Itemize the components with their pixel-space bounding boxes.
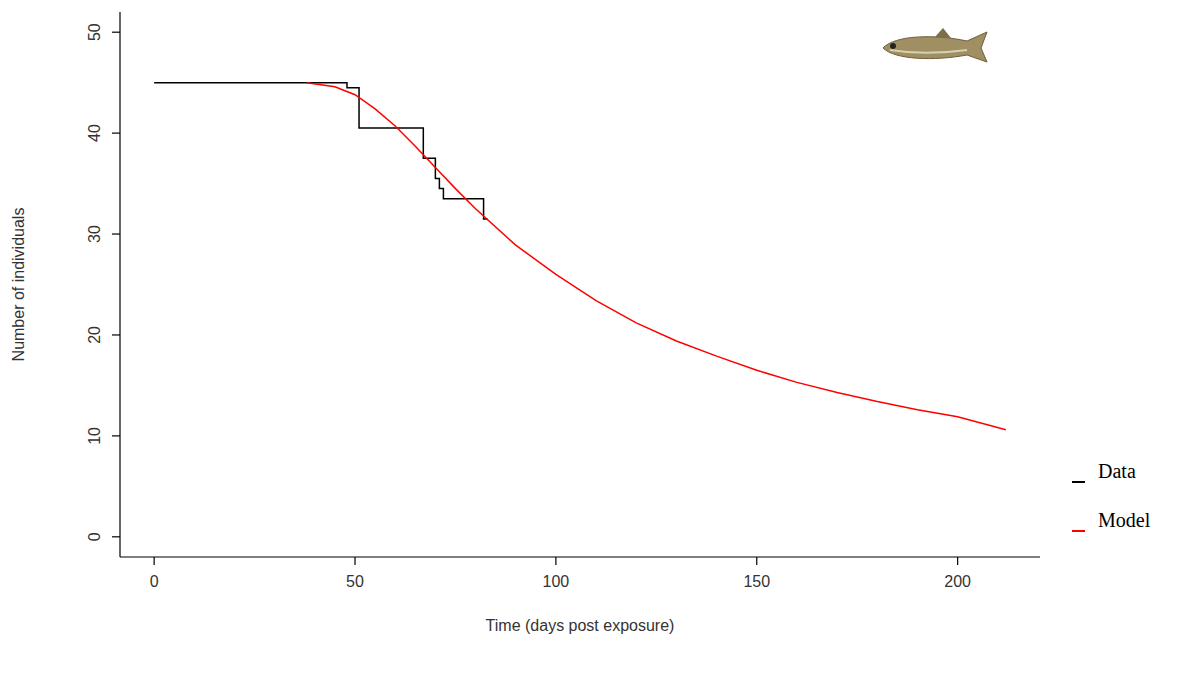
- y-tick-label: 40: [86, 124, 103, 142]
- x-tick-label: 150: [743, 573, 770, 590]
- legend-swatch: [1072, 481, 1085, 483]
- y-tick-label: 20: [86, 326, 103, 344]
- y-tick: [112, 334, 120, 335]
- x-tick: [154, 557, 155, 565]
- x-tick: [957, 557, 958, 565]
- y-axis-title: Number of individuals: [10, 208, 27, 362]
- y-tick: [112, 32, 120, 33]
- fish-icon: [883, 28, 987, 62]
- y-tick-label: 50: [86, 23, 103, 41]
- y-tick: [112, 536, 120, 537]
- y-tick: [112, 435, 120, 436]
- x-tick: [756, 557, 757, 565]
- x-tick-label: 0: [150, 573, 159, 590]
- x-tick-label: 100: [543, 573, 570, 590]
- y-axis-line: [119, 12, 120, 557]
- chart: 0 50 100 150 200 0 10 20 30 40 50 Time (days post e…: [0, 0, 1183, 675]
- x-tick-label: 200: [944, 573, 971, 590]
- y-tick-label: 10: [86, 427, 103, 445]
- x-axis-line: [120, 556, 1040, 557]
- series-line: [307, 83, 1006, 430]
- x-tick: [354, 557, 355, 565]
- fish-stripe: [890, 50, 967, 53]
- x-axis-title: Time (days post exposure): [486, 617, 675, 634]
- x-tick: [555, 557, 556, 565]
- fish-eye: [890, 43, 896, 49]
- legend-label: Model: [1098, 509, 1151, 531]
- fish-fin: [935, 28, 951, 38]
- y-tick: [112, 133, 120, 134]
- legend-swatch: [1072, 530, 1085, 532]
- plot-area: [154, 83, 1006, 430]
- y-tick-label: 0: [86, 532, 103, 541]
- y-tick-label: 30: [86, 225, 103, 243]
- x-tick-label: 50: [346, 573, 364, 590]
- y-tick: [112, 233, 120, 234]
- fish-body: [883, 32, 987, 62]
- series-line: [154, 83, 487, 219]
- legend-label: Data: [1098, 460, 1136, 482]
